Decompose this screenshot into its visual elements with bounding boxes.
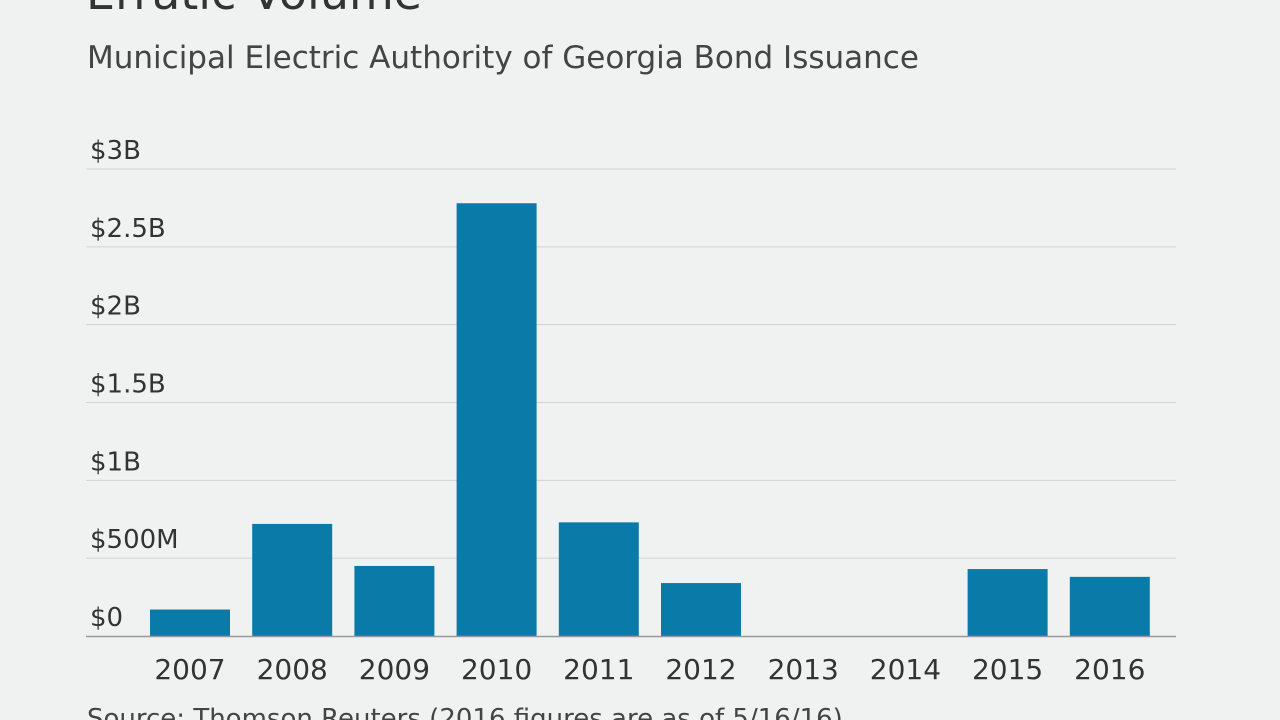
chart-title: Erratic Volume <box>86 0 422 21</box>
gridlines <box>86 168 1176 559</box>
x-tick-label: 2013 <box>768 653 839 686</box>
bar-2010 <box>456 203 537 636</box>
chart-subtitle: Municipal Electric Authority of Georgia … <box>87 40 919 76</box>
y-tick-label: $500M <box>90 525 179 555</box>
x-tick-label: 2014 <box>870 653 941 686</box>
bars <box>150 203 1150 636</box>
y-tick-label: $3B <box>90 136 141 166</box>
x-tick-label: 2015 <box>972 653 1043 686</box>
y-tick-label: $1B <box>90 447 141 477</box>
x-tick-label: 2011 <box>563 653 634 686</box>
bar-2008 <box>252 523 333 636</box>
source-note: Source: Thomson Reuters (2016 figures ar… <box>87 704 843 720</box>
bar-2015 <box>967 569 1048 636</box>
y-tick-label: $2.5B <box>90 214 166 244</box>
y-axis-tick-labels: $0 $500M $1B $1.5B $2B $2.5B $3B <box>90 136 179 633</box>
y-tick-label: $0 <box>90 603 123 633</box>
bar-2007 <box>150 609 230 636</box>
bar-2011 <box>558 522 639 636</box>
x-tick-label: 2007 <box>154 653 225 686</box>
y-tick-label: $2B <box>90 292 141 322</box>
y-tick-label: $1.5B <box>90 370 166 400</box>
x-axis-tick-labels: 2007 2008 2009 2010 2011 2012 2013 2014 2015 2016 <box>154 653 1145 686</box>
bar-2009 <box>354 565 435 636</box>
x-tick-label: 2010 <box>461 653 532 686</box>
bar-2016 <box>1069 576 1150 636</box>
x-tick-label: 2008 <box>257 653 328 686</box>
x-tick-label: 2012 <box>665 653 736 686</box>
x-tick-label: 2016 <box>1074 653 1145 686</box>
bar-2012 <box>661 583 741 636</box>
x-tick-label: 2009 <box>359 653 430 686</box>
